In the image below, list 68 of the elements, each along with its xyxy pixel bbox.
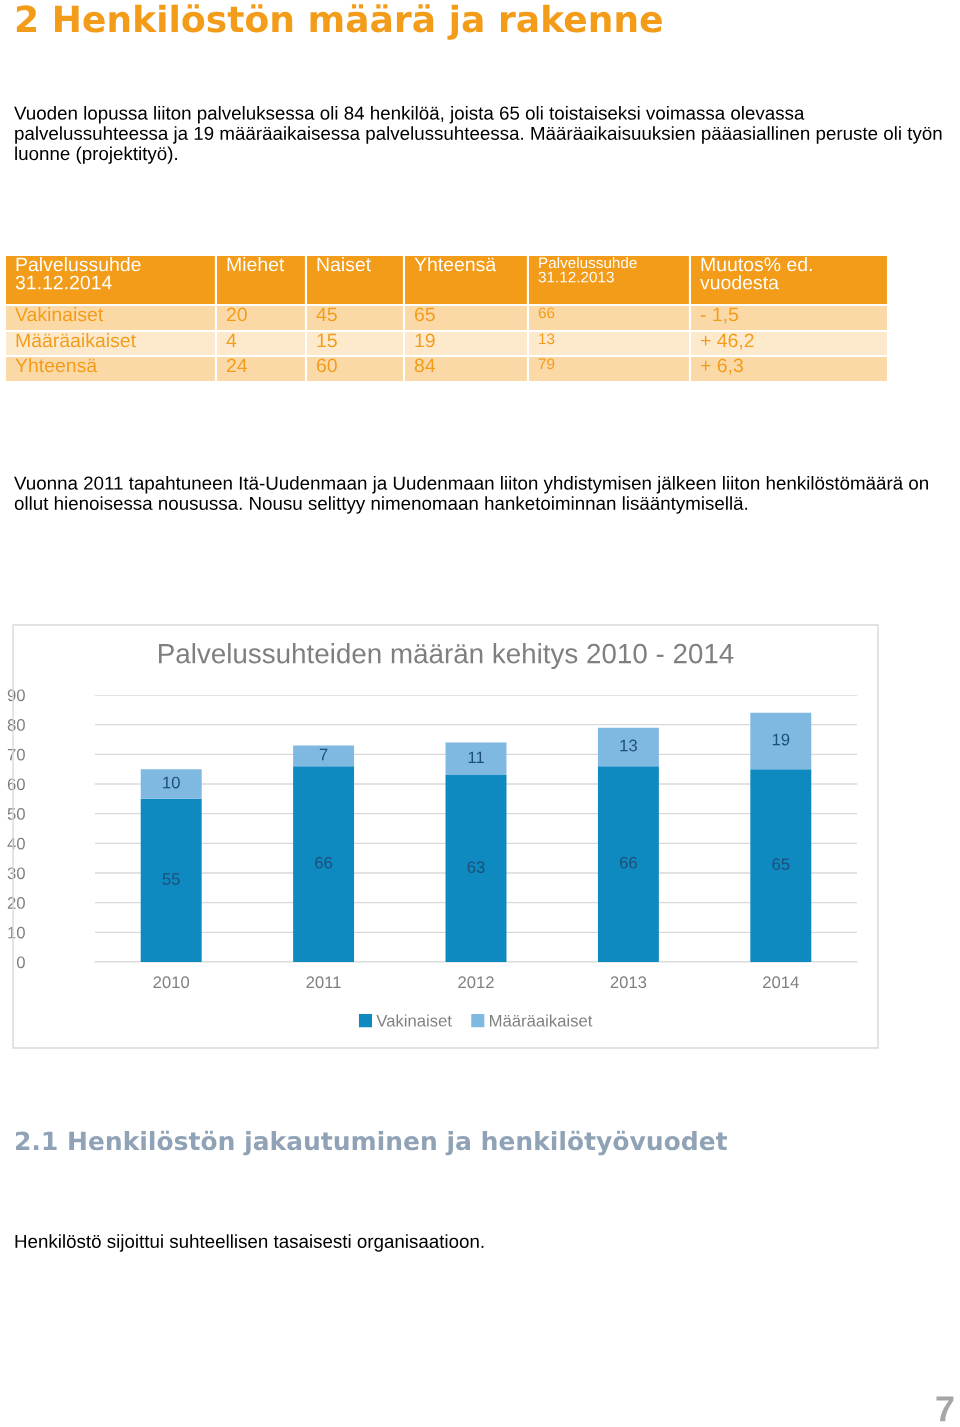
x-tick-label: 2013 (610, 976, 647, 989)
bar (293, 745, 355, 767)
y-tick-label: 40 (7, 837, 25, 850)
text: 7 (936, 1396, 954, 1422)
bar (597, 766, 659, 962)
text: Vakinaiset (15, 307, 104, 322)
x-tick-label: 2011 (306, 976, 341, 989)
y-tick-label: 70 (7, 748, 25, 761)
bar (750, 712, 812, 770)
y-tick-label: 80 (7, 719, 25, 731)
bar (140, 798, 202, 962)
text: 20 (226, 307, 247, 322)
data-label: 65 (772, 858, 790, 871)
text: Vuonna 2011 tapahtuneen Itä-Uudenmaan ja Uudenmaan liiton yhdistymisen jälkeen liiton henkilöstömäärä on ollut hienoisessa nousussa. Nousu selittyy nimenomaan hanketoiminnan lisääntymisellä. (14, 476, 928, 514)
legend-label: Määräaikaiset (489, 1014, 593, 1027)
text: + 46,2 (700, 333, 754, 350)
x-tick-label: 2010 (153, 976, 190, 989)
text: 79 (538, 358, 555, 370)
y-tick-label: 30 (7, 867, 25, 880)
chart-title: Palvelussuhteiden määrän kehitys 2010 - 2014 (159, 643, 734, 669)
legend-label: Vakinaiset (376, 1014, 452, 1027)
data-label: 7 (319, 748, 328, 761)
bar (140, 769, 202, 799)
text: 84 (414, 358, 436, 373)
y-tick-label: 50 (7, 808, 25, 820)
y-tick-label: 60 (7, 778, 25, 791)
y-tick-label: 0 (16, 956, 25, 969)
text: 13 (539, 333, 555, 345)
text: 66 (538, 307, 555, 319)
y-tick-label: 10 (8, 926, 25, 939)
text: Miehet (227, 257, 285, 272)
text: Vuoden lopussa liiton palveluksessa oli 84 henkilöä, joista 65 oli toistaiseksi voimassa olevassa palvelussuhteessa ja 19 määräaikaisessa palvelussuhteessa. Määräaikaisuuksien pääasiallinen peruste oli työn luonne (projektityö). (14, 106, 942, 164)
text: + 6,3 (700, 358, 743, 375)
text: 2.1 Henkilöstön jakautuminen ja henkilötyövuodet (15, 1130, 728, 1156)
text: 19 (415, 333, 435, 348)
bar (597, 727, 659, 767)
text: Palvelussuhde 31.12.2013 (538, 257, 637, 283)
data-label: 66 (315, 856, 333, 869)
text: 24 (226, 358, 248, 373)
data-label: 19 (772, 733, 790, 746)
y-tick-label: 90 (7, 689, 25, 702)
text: Yhteensä (414, 257, 497, 272)
bar (445, 742, 507, 776)
text: Yhteensä (15, 358, 98, 373)
text: 4 (226, 333, 237, 348)
text: 2 Henkilöstön määrä ja rakenne (16, 4, 662, 40)
text: - 1,5 (700, 307, 739, 324)
text: Henkilöstö sijoittui suhteellisen tasaisesti organisaatioon. (15, 1234, 484, 1252)
bar (293, 766, 355, 962)
text: 60 (316, 358, 337, 373)
x-tick-label: 2012 (458, 976, 494, 989)
y-tick-label: 20 (7, 897, 25, 909)
text: Naiset (317, 257, 371, 272)
data-label: 13 (620, 739, 637, 752)
text: Muutos% ed. vuodesta (700, 257, 812, 290)
text: Määräaikaiset (16, 333, 136, 348)
text: 15 (317, 333, 337, 348)
x-tick-label: 2014 (763, 976, 799, 989)
text: Palvelussuhde 31.12.2014 (15, 257, 141, 290)
text: 45 (316, 307, 337, 322)
data-label: 63 (467, 861, 485, 874)
data-label: 66 (619, 856, 637, 869)
data-label: 10 (163, 776, 180, 789)
data-label: 11 (468, 751, 484, 764)
data-label: 55 (162, 873, 180, 885)
bar (445, 775, 507, 962)
bar (750, 769, 812, 962)
text: 65 (414, 307, 435, 322)
